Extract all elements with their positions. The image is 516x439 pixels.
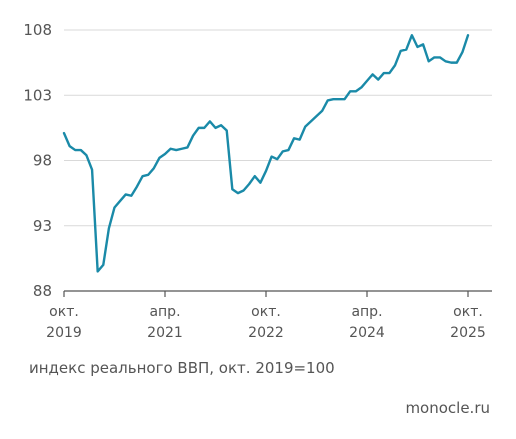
y-tick-label: 103: [23, 86, 52, 104]
x-tick-label-month: окт.: [453, 304, 483, 320]
x-tick-label-month: апр.: [351, 304, 382, 320]
source-link[interactable]: monocle.ru: [405, 399, 490, 417]
gdp-series-line: [62, 34, 470, 273]
x-tick-label-year: 2019: [46, 325, 82, 341]
x-tick-label-month: окт.: [251, 304, 281, 320]
gdp-line-chart: 88 93 98 103 108 окт. 2019 апр. 2021 окт. 2022 апр…: [23, 21, 492, 341]
gridlines: [64, 29, 492, 227]
y-tick-label: 108: [23, 21, 52, 39]
y-tick-label: 98: [33, 152, 52, 170]
x-axis-ticks: окт. 2019 апр. 2021 окт. 2022 апр. 2024 окт. 2025: [46, 304, 486, 341]
x-tick-label-year: 2024: [349, 325, 385, 341]
x-tick-label-year: 2021: [147, 325, 183, 341]
x-tick-label-month: окт.: [49, 304, 79, 320]
y-tick-label: 88: [33, 282, 52, 300]
y-axis-ticks: 88 93 98 103 108: [23, 21, 52, 300]
x-axis-tickmarks: [63, 291, 469, 297]
y-tick-label: 93: [33, 217, 52, 235]
chart-caption: индекс реального ВВП, окт. 2019=100: [29, 359, 335, 377]
x-tick-label-year: 2025: [450, 325, 486, 341]
x-tick-label-month: апр.: [149, 304, 180, 320]
x-tick-label-year: 2022: [248, 325, 284, 341]
